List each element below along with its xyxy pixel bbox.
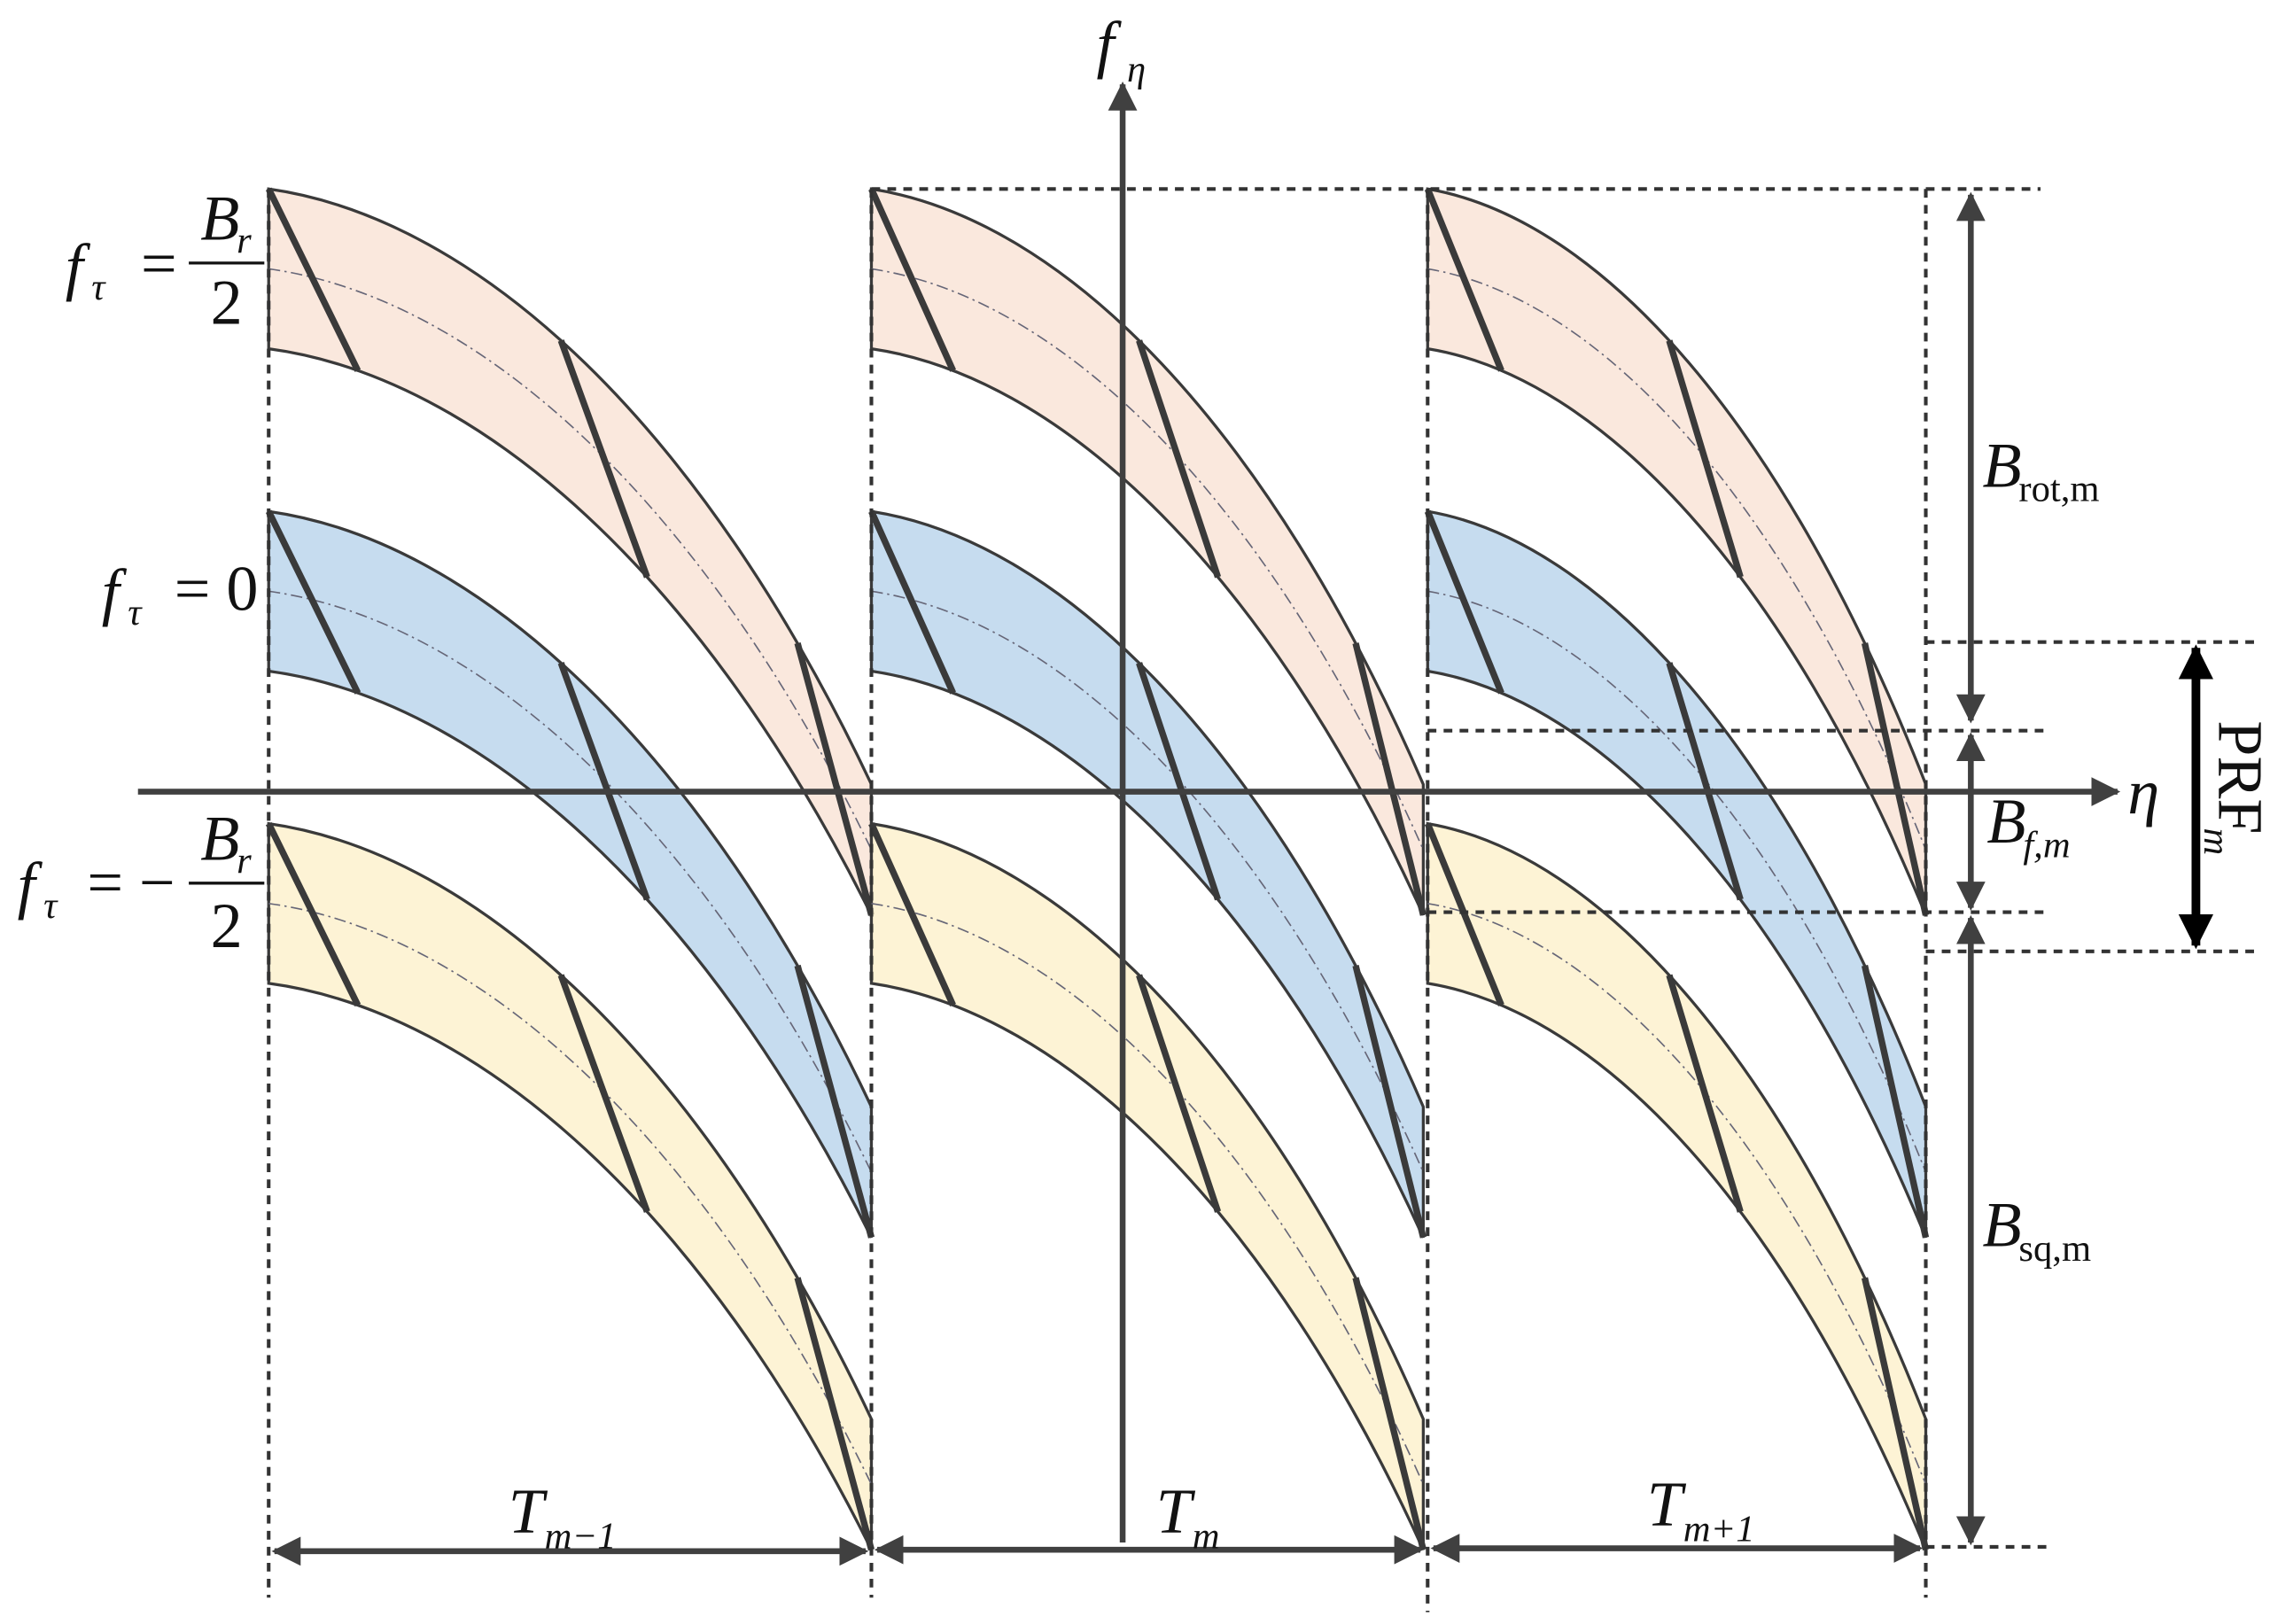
period-sub: m (1193, 1516, 1220, 1558)
band-centerline (268, 268, 873, 851)
band-slant (1666, 662, 1744, 901)
level-sub: τ (43, 885, 58, 927)
axis-label: f (1097, 9, 1123, 80)
level-relation: = 0 (175, 554, 259, 625)
band-slant (1352, 964, 1427, 1239)
axis-label: η (2127, 757, 2159, 828)
band-slant (557, 339, 650, 579)
prf-text: PRF (2205, 720, 2270, 834)
band-slant (1424, 822, 1504, 1006)
level-sub: τ (128, 592, 143, 633)
bandwidth-sub: sq,m (2018, 1228, 2091, 1270)
band-centerline (268, 590, 873, 1173)
level-numerator: B (200, 804, 239, 874)
band-centerline (871, 902, 1425, 1485)
level-sub: τ (91, 267, 106, 308)
band-slant (1424, 187, 1504, 372)
level-denominator: 2 (211, 268, 243, 338)
band-slant (1861, 965, 1930, 1239)
band-slant (1352, 1277, 1427, 1551)
band-slant (794, 964, 875, 1239)
band (869, 821, 1426, 1550)
bandwidth-label: B (1982, 1190, 2021, 1261)
level-relation: = (141, 228, 177, 299)
band-slant (1136, 974, 1222, 1213)
prf-sub: m (2196, 828, 2237, 856)
band-slant (1352, 642, 1427, 916)
prf-label: PRF m (2196, 720, 2270, 855)
period-sub: m+1 (1683, 1508, 1755, 1550)
band-slant (557, 662, 650, 901)
band-centerline (871, 590, 1425, 1173)
bandwidth-sub: rot,m (2018, 469, 2099, 510)
level-numerator: B (200, 183, 239, 254)
band-slant (1666, 974, 1744, 1213)
band-slant (1136, 339, 1222, 579)
level-denominator: 2 (211, 890, 243, 961)
band-centerline (1427, 902, 1927, 1485)
band-slant (1861, 642, 1930, 916)
period-label: T (509, 1476, 548, 1547)
band-slant (868, 822, 956, 1007)
period-label: T (1647, 1468, 1687, 1539)
band-slant (1424, 509, 1504, 695)
level-numerator-sub: r (237, 840, 252, 882)
period-label: T (1156, 1476, 1196, 1547)
band-centerline (268, 902, 873, 1485)
bandwidth-label: B (1982, 430, 2021, 501)
bands (265, 187, 1930, 1551)
axis-label-sub: η (1127, 49, 1146, 90)
level-symbol: f (18, 850, 43, 921)
band-slant (868, 187, 956, 372)
band-slant (868, 509, 956, 695)
band-slant (265, 821, 361, 1007)
level-numerator-sub: r (237, 220, 252, 261)
band-slant (1861, 1277, 1930, 1550)
level-symbol: f (66, 231, 91, 302)
band-slant (1666, 339, 1744, 579)
bandwidth-label: B (1986, 786, 2025, 857)
level-symbol: f (102, 556, 128, 627)
bandwidth-sub: f,m (2023, 824, 2070, 866)
band-slant (265, 509, 361, 695)
band-slant (265, 187, 361, 372)
band-slant (794, 1277, 875, 1551)
band-slant (794, 642, 875, 916)
band (1426, 509, 1928, 1239)
guides (267, 187, 2258, 1612)
band-slant (1136, 662, 1222, 901)
band-centerline (1427, 590, 1927, 1173)
band (1426, 821, 1928, 1550)
band-centerline (1427, 268, 1927, 851)
band-slant (557, 974, 650, 1213)
level-relation: = − (87, 847, 175, 918)
band (267, 821, 874, 1550)
band-centerline (871, 268, 1425, 851)
period-sub: m−1 (545, 1516, 617, 1558)
